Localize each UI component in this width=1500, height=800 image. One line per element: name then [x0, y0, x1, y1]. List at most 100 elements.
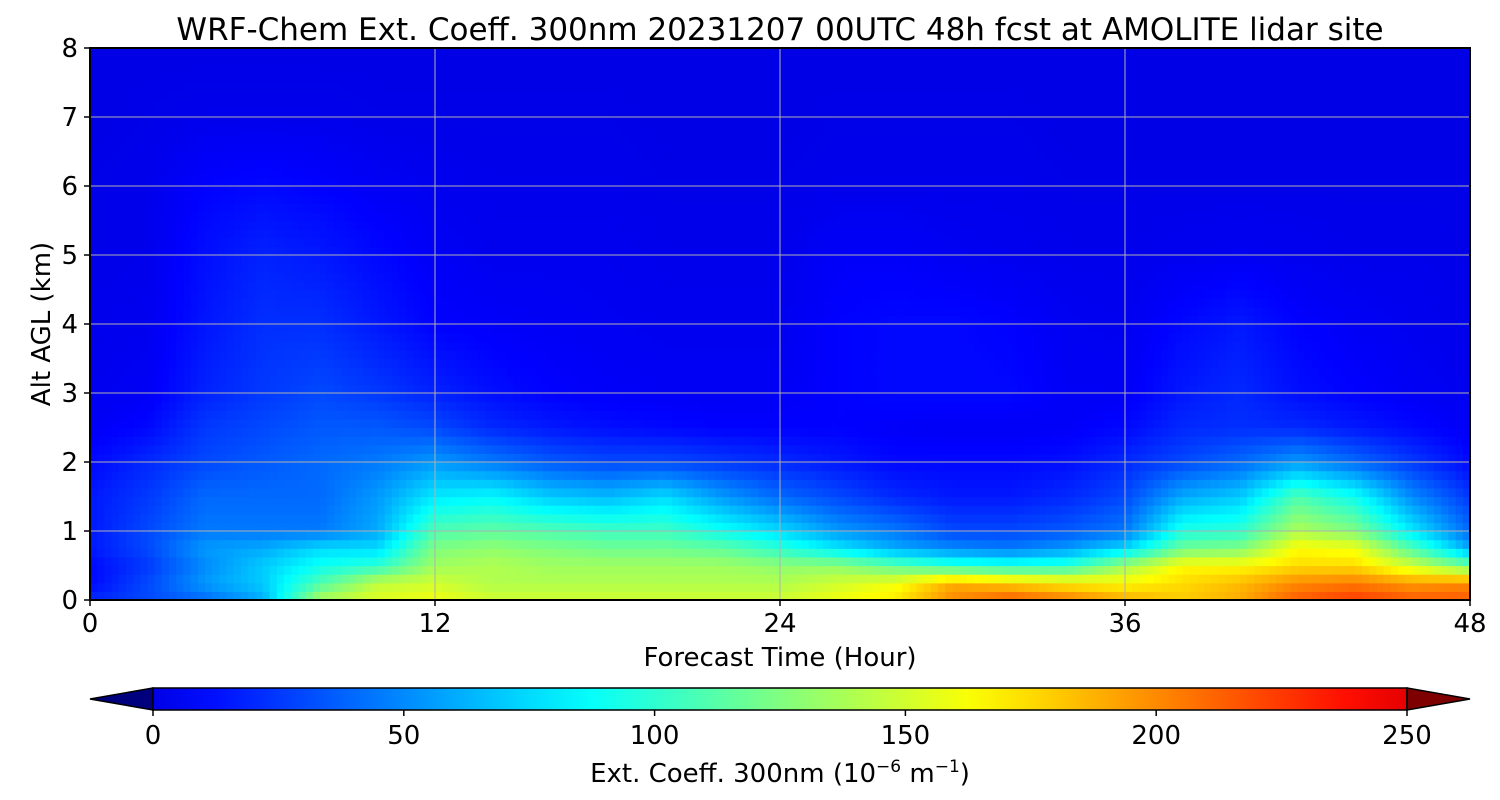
heatmap-cell [341, 410, 350, 420]
heatmap-cell [564, 505, 573, 515]
heatmap-cell [1153, 462, 1162, 472]
heatmap-cell [722, 522, 731, 532]
heatmap-cell [377, 418, 386, 429]
heatmap-cell [1268, 462, 1277, 472]
heatmap-cell [1168, 436, 1176, 446]
heatmap-cell [377, 384, 386, 394]
heatmap-cell [1218, 427, 1227, 437]
heatmap-cell [665, 582, 673, 592]
heatmap-cell [442, 487, 450, 498]
heatmap-cell [1390, 487, 1399, 498]
heatmap-cell [542, 582, 551, 592]
heatmap-cell [133, 565, 141, 575]
heatmap-cell [952, 548, 961, 558]
heatmap-cell [226, 556, 235, 567]
heatmap-cell [399, 462, 407, 472]
heatmap-cell [514, 384, 522, 394]
heatmap-cell [1283, 582, 1291, 592]
heatmap-cell [1390, 453, 1399, 463]
heatmap-cell [1254, 393, 1263, 403]
heatmap-cell [1074, 496, 1083, 506]
heatmap-cell [1462, 591, 1470, 600]
heatmap-cell [1204, 436, 1212, 446]
heatmap-cell [183, 531, 192, 541]
heatmap-cell [478, 522, 486, 532]
heatmap-cell [1204, 375, 1212, 385]
heatmap-cell [499, 591, 508, 600]
heatmap-cell [1412, 505, 1421, 515]
heatmap-cell [355, 444, 364, 454]
heatmap-cell [514, 410, 522, 420]
heatmap-cell [1153, 401, 1162, 411]
heatmap-cell [1448, 531, 1457, 541]
heatmap-cell [176, 393, 185, 403]
heatmap-cell [90, 462, 98, 472]
heatmap-cell [1002, 496, 1011, 506]
heatmap-cell [348, 487, 357, 498]
heatmap-cell [923, 479, 932, 489]
heatmap-cell [341, 496, 350, 506]
heatmap-cell [636, 384, 645, 394]
heatmap-cell [348, 582, 357, 592]
heatmap-cell [1031, 487, 1040, 498]
heatmap-cell [1096, 393, 1105, 403]
heatmap-cell [916, 462, 925, 472]
heatmap-cell [276, 574, 285, 584]
heatmap-cell [341, 522, 350, 532]
heatmap-cell [1204, 479, 1212, 489]
heatmap-cell [1132, 565, 1140, 575]
heatmap-cell [1002, 539, 1011, 549]
heatmap-cell [665, 522, 673, 532]
heatmap-cell [1096, 470, 1105, 480]
heatmap-cell [1146, 418, 1155, 429]
heatmap-cell [830, 582, 839, 592]
heatmap-cell [1405, 574, 1414, 584]
heatmap-cell [478, 401, 486, 411]
heatmap-cell [1160, 574, 1169, 584]
heatmap-cell [1110, 401, 1119, 411]
heatmap-cell [765, 384, 774, 394]
heatmap-cell [1434, 531, 1442, 541]
heatmap-cell [305, 496, 314, 506]
heatmap-cell [391, 453, 400, 463]
heatmap-cell [1412, 548, 1421, 558]
heatmap-cell [1261, 453, 1270, 463]
heatmap-cell [1455, 522, 1464, 532]
heatmap-cell [1448, 548, 1457, 558]
heatmap-cell [291, 470, 300, 480]
heatmap-cell [1304, 548, 1313, 558]
heatmap-cell [169, 487, 177, 498]
heatmap-cell [1125, 479, 1133, 489]
heatmap-cell [348, 496, 357, 506]
heatmap-cell [780, 522, 788, 532]
heatmap-cell [851, 453, 860, 463]
heatmap-cell [801, 565, 810, 575]
heatmap-cell [945, 436, 954, 446]
heatmap-cell [255, 436, 264, 446]
heatmap-cell [90, 505, 98, 515]
heatmap-cell [478, 470, 486, 480]
heatmap-cell [276, 513, 285, 523]
heatmap-cell [1254, 522, 1263, 532]
heatmap-cell [1053, 410, 1061, 420]
heatmap-cell [578, 375, 587, 385]
heatmap-cell [744, 401, 752, 411]
heatmap-cell [111, 418, 120, 429]
heatmap-cell [837, 522, 846, 532]
heatmap-cell [205, 410, 213, 420]
heatmap-cell [1426, 436, 1435, 446]
heatmap-cell [183, 479, 192, 489]
heatmap-cell [370, 470, 379, 480]
heatmap-cell [1031, 556, 1040, 567]
heatmap-cell [1010, 462, 1018, 472]
heatmap-cell [478, 418, 486, 429]
heatmap-cell [844, 539, 853, 549]
heatmap-cell [1031, 548, 1040, 558]
heatmap-cell [1211, 427, 1220, 437]
heatmap-cell [578, 522, 587, 532]
heatmap-cell [866, 548, 875, 558]
heatmap-cell [269, 418, 278, 429]
heatmap-cell [787, 591, 795, 600]
heatmap-cell [327, 582, 335, 592]
heatmap-cell [629, 462, 637, 472]
